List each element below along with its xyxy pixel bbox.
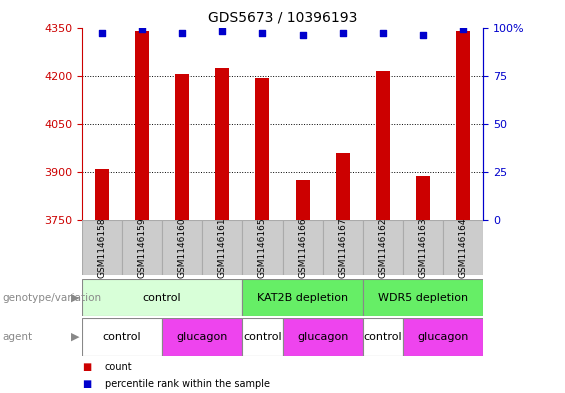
Bar xyxy=(323,220,363,275)
Text: GSM1146160: GSM1146160 xyxy=(178,217,186,278)
Point xyxy=(379,30,388,37)
Text: count: count xyxy=(105,362,132,373)
Bar xyxy=(295,180,310,220)
Bar xyxy=(363,279,483,316)
Text: WDR5 depletion: WDR5 depletion xyxy=(378,293,468,303)
Text: ■: ■ xyxy=(82,362,91,373)
Bar xyxy=(242,318,282,356)
Text: glucagon: glucagon xyxy=(177,332,228,342)
Text: ▶: ▶ xyxy=(71,332,79,342)
Point xyxy=(418,32,428,39)
Point xyxy=(298,32,307,39)
Text: GSM1146167: GSM1146167 xyxy=(338,217,347,278)
Bar xyxy=(242,279,363,316)
Bar xyxy=(255,78,270,220)
Bar xyxy=(82,318,162,356)
Bar xyxy=(82,279,242,316)
Point xyxy=(338,30,347,37)
Text: ■: ■ xyxy=(82,379,91,389)
Bar xyxy=(95,169,109,220)
Text: agent: agent xyxy=(3,332,33,342)
Bar xyxy=(162,318,242,356)
Text: ▶: ▶ xyxy=(71,293,79,303)
Text: KAT2B depletion: KAT2B depletion xyxy=(257,293,348,303)
Text: GSM1146163: GSM1146163 xyxy=(419,217,427,278)
Bar xyxy=(336,152,350,220)
Bar xyxy=(135,31,149,220)
Text: glucagon: glucagon xyxy=(297,332,348,342)
Text: control: control xyxy=(243,332,282,342)
Bar xyxy=(456,31,470,220)
Point xyxy=(177,30,186,37)
Text: percentile rank within the sample: percentile rank within the sample xyxy=(105,379,270,389)
Bar xyxy=(282,318,363,356)
Text: GSM1146166: GSM1146166 xyxy=(298,217,307,278)
Bar xyxy=(162,220,202,275)
Bar xyxy=(82,220,122,275)
Text: GSM1146164: GSM1146164 xyxy=(459,217,467,278)
Bar xyxy=(202,220,242,275)
Bar xyxy=(122,220,162,275)
Bar xyxy=(282,220,323,275)
Text: control: control xyxy=(363,332,402,342)
Bar xyxy=(363,318,403,356)
Text: GSM1146165: GSM1146165 xyxy=(258,217,267,278)
Bar xyxy=(242,220,282,275)
Point xyxy=(459,26,468,33)
Bar xyxy=(403,318,483,356)
Bar xyxy=(403,220,443,275)
Text: GSM1146158: GSM1146158 xyxy=(98,217,106,278)
Text: GSM1146161: GSM1146161 xyxy=(218,217,227,278)
Text: GSM1146162: GSM1146162 xyxy=(379,217,387,278)
Text: GSM1146159: GSM1146159 xyxy=(138,217,146,278)
Bar xyxy=(363,220,403,275)
Point xyxy=(258,30,267,37)
Text: control: control xyxy=(103,332,141,342)
Text: control: control xyxy=(143,293,181,303)
Bar xyxy=(416,176,430,220)
Point xyxy=(138,26,147,33)
Point xyxy=(218,28,227,35)
Bar xyxy=(376,72,390,220)
Bar xyxy=(175,74,189,220)
Point xyxy=(97,30,106,37)
Text: genotype/variation: genotype/variation xyxy=(3,293,102,303)
Text: glucagon: glucagon xyxy=(418,332,468,342)
Bar xyxy=(443,220,483,275)
Bar xyxy=(215,68,229,220)
Title: GDS5673 / 10396193: GDS5673 / 10396193 xyxy=(208,11,357,25)
